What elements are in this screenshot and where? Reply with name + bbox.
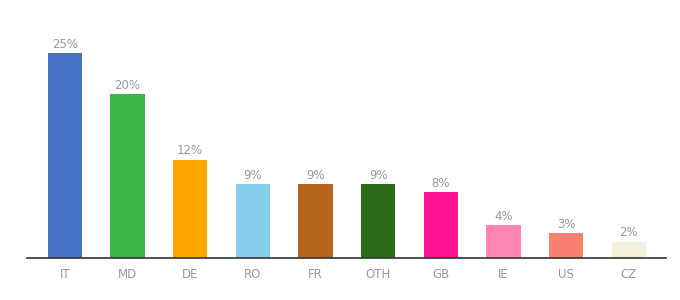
Text: 20%: 20% bbox=[114, 79, 141, 92]
Text: 3%: 3% bbox=[557, 218, 575, 231]
Bar bbox=[299, 184, 333, 258]
Text: 9%: 9% bbox=[369, 169, 388, 182]
Text: 9%: 9% bbox=[243, 169, 262, 182]
Bar bbox=[48, 53, 82, 258]
Bar bbox=[424, 192, 458, 258]
Bar bbox=[361, 184, 395, 258]
Text: 8%: 8% bbox=[432, 177, 450, 190]
Text: 2%: 2% bbox=[619, 226, 638, 239]
Bar bbox=[486, 225, 521, 258]
Bar bbox=[611, 242, 646, 258]
Text: 4%: 4% bbox=[494, 210, 513, 223]
Bar bbox=[110, 94, 145, 258]
Bar bbox=[173, 160, 207, 258]
Text: 25%: 25% bbox=[52, 38, 78, 50]
Bar bbox=[235, 184, 270, 258]
Bar bbox=[549, 233, 583, 258]
Text: 12%: 12% bbox=[177, 144, 203, 157]
Text: 9%: 9% bbox=[306, 169, 325, 182]
